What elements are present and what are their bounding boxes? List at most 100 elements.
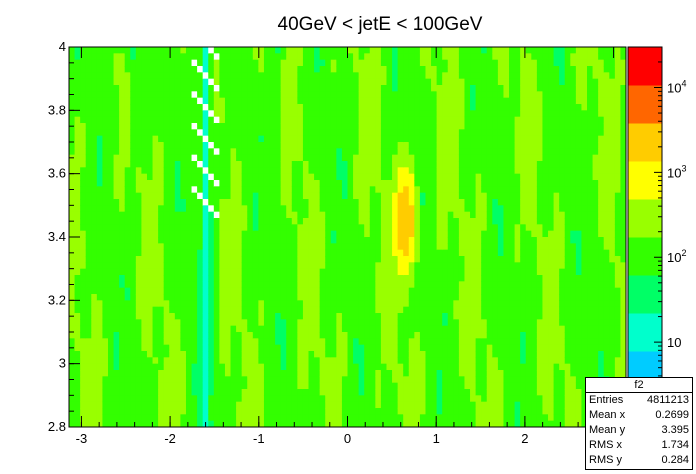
heatmap-cell (102, 363, 109, 371)
heatmap-cell (497, 287, 504, 295)
heatmap-cell (96, 338, 103, 346)
heatmap-cell (397, 53, 404, 61)
heatmap-cell (230, 91, 237, 99)
heatmap-cell (431, 199, 438, 206)
heatmap-cell (442, 351, 449, 358)
heatmap-cell (464, 91, 471, 99)
heatmap-cell (152, 218, 159, 225)
heatmap-cell (302, 167, 310, 175)
heatmap-cell (358, 300, 365, 308)
heatmap-cell (347, 205, 354, 213)
heatmap-cell (152, 414, 159, 422)
heatmap-cell (397, 401, 404, 409)
heatmap-cell (525, 104, 532, 111)
heatmap-cell (481, 256, 488, 263)
heatmap-cell (258, 414, 265, 422)
heatmap-cell (191, 180, 198, 187)
heatmap-cell (380, 211, 387, 219)
heatmap-cell (135, 357, 142, 365)
heatmap-cell (475, 123, 482, 130)
heatmap-cell (458, 357, 465, 365)
heatmap-cell (486, 338, 493, 346)
heatmap-cell (213, 104, 220, 111)
heatmap-cell (91, 363, 98, 371)
heatmap-cell (330, 66, 337, 73)
heatmap-cell (358, 395, 365, 403)
heatmap-cell (520, 395, 527, 403)
heatmap-cell (80, 294, 87, 301)
heatmap-cell (107, 66, 115, 73)
heatmap-cell (269, 357, 276, 365)
heatmap-cell (486, 116, 493, 124)
heatmap-cell (392, 91, 399, 99)
heatmap-cell (230, 135, 237, 143)
heatmap-cell (458, 300, 465, 308)
heatmap-cell (431, 376, 438, 384)
heatmap-cell (481, 382, 488, 390)
heatmap-cell (91, 116, 98, 124)
heatmap-cell (297, 313, 304, 320)
heatmap-cell (241, 268, 248, 276)
heatmap-cell (341, 53, 348, 61)
heatmap-cell (113, 72, 120, 80)
heatmap-cell (380, 325, 387, 333)
heatmap-cell (236, 408, 243, 415)
heatmap-cell (185, 395, 193, 403)
heatmap-cell (386, 306, 393, 314)
heatmap-cell (69, 300, 76, 308)
heatmap-cell (380, 395, 387, 403)
heatmap-cell (241, 47, 248, 54)
heatmap-cell (386, 186, 393, 194)
heatmap-cell (208, 59, 215, 67)
heatmap-cell (436, 110, 443, 118)
heatmap-cell (514, 205, 521, 213)
heatmap-cell (341, 161, 348, 168)
heatmap-cell (275, 116, 282, 124)
heatmap-cell (180, 249, 187, 257)
heatmap-cell (152, 129, 159, 137)
heatmap-cell (91, 47, 98, 54)
heatmap-cell (419, 116, 426, 124)
heatmap-cell (124, 224, 131, 232)
heatmap-cell (347, 370, 354, 377)
heatmap-cell (520, 211, 527, 219)
heatmap-cell (219, 91, 226, 99)
heatmap-cell (503, 306, 510, 314)
heatmap-cell (107, 199, 115, 206)
heatmap-cell (503, 230, 510, 238)
heatmap-cell (91, 104, 98, 111)
heatmap-cell (486, 66, 493, 73)
heatmap-cell (464, 249, 471, 257)
heatmap-cell (213, 306, 220, 314)
heatmap-cell (252, 167, 259, 175)
heatmap-cell (236, 135, 243, 143)
heatmap-cell (102, 230, 109, 238)
heatmap-cell (197, 148, 204, 156)
heatmap-cell (69, 53, 76, 61)
heatmap-cell (353, 325, 360, 333)
heatmap-cell (69, 199, 76, 206)
heatmap-cell (481, 148, 488, 156)
heatmap-cell (152, 66, 159, 73)
heatmap-cell (252, 338, 259, 346)
heatmap-cell (392, 142, 399, 149)
heatmap-cell (224, 256, 232, 263)
heatmap-cell (213, 123, 220, 130)
heatmap-cell (470, 237, 477, 244)
heatmap-cell (146, 199, 154, 206)
heatmap-cell (497, 72, 504, 80)
heatmap-cell (436, 275, 443, 282)
heatmap-cell (358, 351, 365, 358)
heatmap-cell (492, 382, 499, 390)
heatmap-cell (130, 199, 137, 206)
heatmap-cell (124, 211, 131, 219)
heatmap-cell (185, 53, 193, 61)
heatmap-cell (419, 47, 426, 54)
heatmap-cell (269, 344, 276, 352)
heatmap-cell (297, 104, 304, 111)
heatmap-cell (263, 281, 271, 289)
heatmap-cell (470, 78, 477, 86)
heatmap-cell (96, 382, 103, 390)
heatmap-cell (135, 66, 142, 73)
heatmap-cell (375, 382, 382, 390)
